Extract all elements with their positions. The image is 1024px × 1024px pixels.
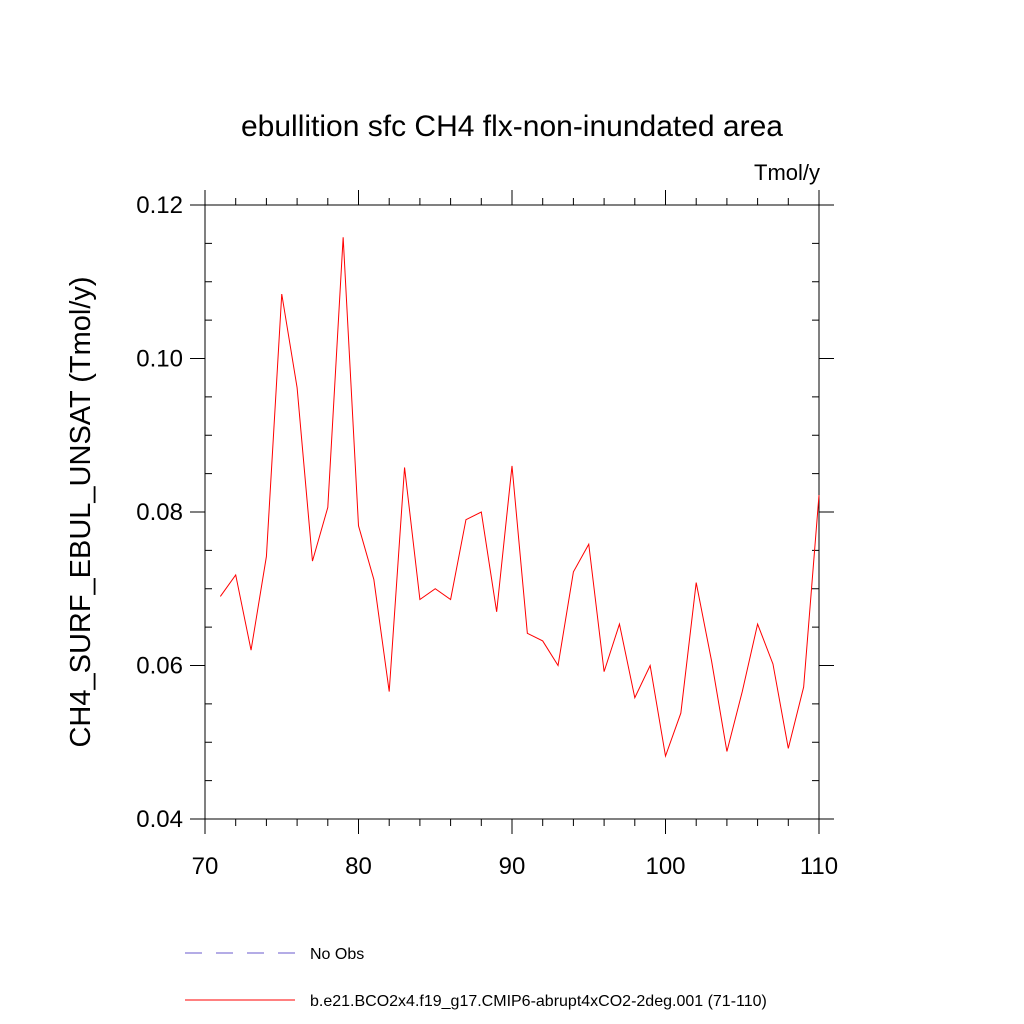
y-major-ticks	[190, 204, 834, 820]
y-axis-label: CH4_SURF_EBUL_UNSAT (Tmol/y)	[65, 276, 97, 747]
x-tick-label: 80	[345, 853, 372, 880]
y-tick-labels: 0.04 0.06 0.08 0.10 0.12	[136, 192, 183, 833]
legend-label-no-obs: No Obs	[310, 946, 364, 963]
x-tick-labels: 70 80 90 100 110	[192, 853, 838, 880]
x-tick-label: 100	[645, 853, 685, 880]
x-minor-ticks	[235, 198, 789, 826]
y-tick-label: 0.12	[136, 192, 183, 219]
legend-label-model-run: b.e21.BCO2x4.f19_g17.CMIP6-abrupt4xCO2-2…	[310, 993, 767, 1010]
x-tick-label: 110	[800, 853, 838, 880]
series-lines	[219, 237, 820, 759]
x-major-ticks	[204, 190, 820, 834]
x-tick-label: 90	[499, 853, 526, 880]
y-tick-label: 0.04	[136, 806, 183, 833]
y-tick-label: 0.10	[136, 346, 183, 373]
y-tick-label: 0.06	[136, 653, 183, 680]
chart-title: ebullition sfc CH4 flx-non-inundated are…	[241, 110, 783, 143]
plot-frame	[204, 204, 820, 820]
units-label: Tmol/y	[754, 160, 820, 185]
series-line	[219, 237, 820, 759]
y-tick-label: 0.08	[136, 499, 183, 526]
x-tick-label: 70	[192, 853, 219, 880]
y-minor-ticks	[205, 242, 819, 782]
legend: No Obs b.e21.BCO2x4.f19_g17.CMIP6-abrupt…	[185, 946, 767, 1010]
